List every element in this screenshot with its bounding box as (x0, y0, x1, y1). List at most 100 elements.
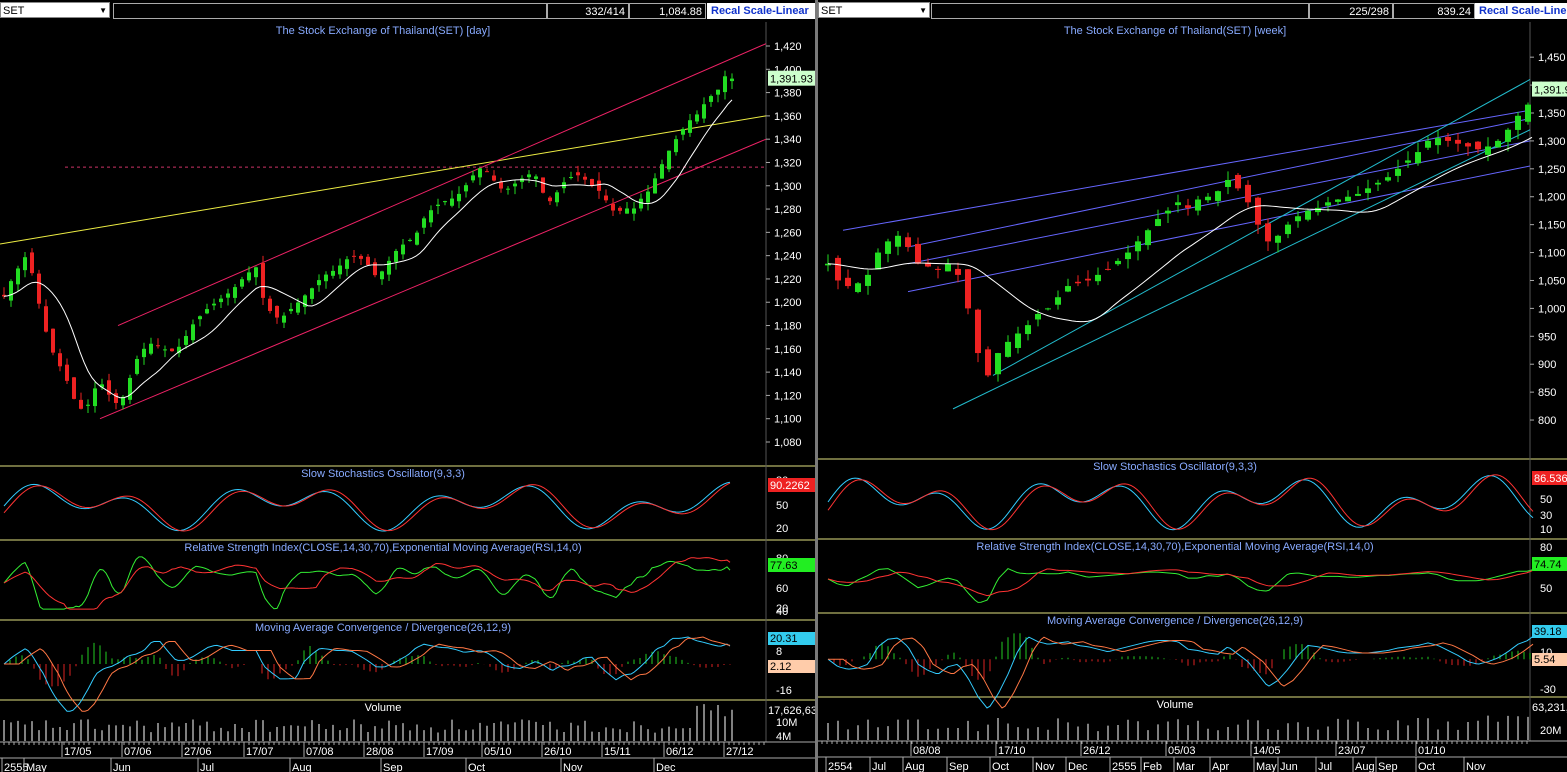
daily-chart-pane[interactable]: SET ▼ 332/414 1,084.88 Recal Scale-Linear… (0, 0, 815, 772)
month-tick-label: Dec (656, 762, 676, 772)
main-chart-title: The Stock Exchange of Thailand(SET) [wee… (1064, 25, 1286, 37)
candle-body (485, 171, 489, 173)
symbol-selector[interactable]: SET ▼ (0, 2, 110, 18)
candle-body (1285, 224, 1291, 235)
stochastic-k-line (827, 475, 1534, 531)
candle-body (1145, 230, 1151, 246)
date-tick-label: 05/10 (484, 746, 512, 758)
rsi-tick-label: 50 (1540, 583, 1552, 595)
candle-body (646, 191, 650, 203)
candle-body (975, 309, 981, 354)
date-tick-label: 26/12 (1083, 745, 1111, 757)
daily-chart-canvas: The Stock Exchange of Thailand(SET) [day… (0, 22, 815, 772)
month-tick-label: Oct (992, 761, 1009, 772)
candle-body (359, 255, 363, 259)
recal-scale-button[interactable]: Recal Scale-Line (1475, 3, 1567, 19)
month-tick-label: Jul (872, 761, 886, 772)
rsi-value-badge (768, 558, 815, 572)
pane-divider[interactable] (815, 0, 818, 772)
volume-tick-label: 20M (1540, 725, 1561, 737)
date-tick-label: 23/07 (1338, 745, 1366, 757)
month-tick-label: Nov (1035, 761, 1055, 772)
stochastic-tick-label: 50 (1540, 494, 1552, 506)
candle-body (1245, 184, 1251, 203)
candle-body (1095, 274, 1101, 282)
trend-line (907, 140, 1531, 265)
candle-body (576, 172, 580, 176)
candle-body (261, 262, 265, 298)
month-tick-label: Oct (468, 762, 485, 772)
month-tick-label: Mar (1176, 761, 1195, 772)
symbol-text: SET (3, 5, 25, 17)
candle-body (1205, 196, 1211, 201)
stochastic-value-badge (768, 478, 815, 492)
candle-body (135, 359, 139, 374)
candle-body (170, 348, 174, 352)
chevron-down-icon[interactable]: ▼ (919, 6, 927, 15)
candle-body (709, 96, 713, 102)
candle-body (345, 259, 349, 269)
candle-body (1495, 140, 1501, 148)
candle-body (317, 280, 321, 286)
candle-body (555, 192, 559, 203)
candle-body (639, 198, 643, 209)
macd-title: Moving Average Convergence / Divergence(… (1047, 615, 1303, 627)
month-tick-label: Aug (1355, 761, 1375, 772)
month-tick-label: Sep (1378, 761, 1398, 772)
weekly-chart-pane[interactable]: SET ▼ 225/298 839.24 Recal Scale-Line The… (818, 0, 1567, 772)
candle-body (282, 315, 286, 323)
candle-body (955, 268, 961, 275)
candle-body (268, 298, 272, 311)
chevron-down-icon[interactable]: ▼ (99, 6, 107, 15)
rsi-value-badge (1532, 557, 1567, 571)
header-blank-field (113, 3, 547, 19)
macd-signal-badge (1532, 653, 1567, 666)
trend-line (907, 165, 1531, 293)
month-tick-label: Sep (949, 761, 969, 772)
candle-body (324, 274, 328, 282)
candle-body (1155, 219, 1161, 227)
candle-body (1265, 223, 1271, 242)
date-tick-label: 17/05 (64, 746, 92, 758)
candle-body (44, 306, 48, 332)
candle-body (1345, 196, 1351, 202)
candle-body (394, 250, 398, 262)
candle-body (905, 237, 911, 247)
macd-value-badge (1532, 625, 1567, 638)
price-tick-label: 1,360 (774, 111, 802, 123)
price-tick-label: 1,380 (774, 88, 802, 100)
candle-body (1425, 140, 1431, 148)
symbol-selector[interactable]: SET ▼ (818, 2, 930, 18)
stochastic-tick-label: 20 (776, 523, 788, 535)
candle-body (632, 208, 636, 214)
date-tick-label: 17/10 (998, 745, 1026, 757)
candle-body (16, 268, 20, 285)
price-tick-label: 1,140 (774, 367, 802, 379)
candle-body (723, 76, 727, 93)
candle-body (205, 309, 209, 314)
candle-body (611, 203, 615, 211)
rsi-title: Relative Strength Index(CLOSE,14,30,70),… (184, 542, 581, 554)
macd-line (3, 636, 731, 712)
month-tick-label: Nov (1466, 761, 1486, 772)
candle-body (303, 295, 307, 307)
candle-body (338, 265, 342, 275)
candle-body (9, 281, 13, 301)
candle-body (100, 384, 104, 388)
candle-body (142, 348, 146, 358)
date-tick-label: 15/11 (604, 746, 631, 758)
date-tick-label: 07/06 (124, 746, 152, 758)
candle-body (1445, 136, 1451, 141)
date-tick-label: 08/08 (913, 745, 941, 757)
trend-line (907, 118, 1531, 248)
candle-body (825, 263, 831, 266)
stochastic-tick-label: 50 (776, 500, 788, 512)
candle-body (1315, 207, 1321, 213)
candle-body (1415, 152, 1421, 164)
candle-body (597, 180, 601, 191)
month-tick-label: Aug (292, 762, 312, 772)
rsi-line (3, 556, 731, 610)
cursor-value: 839.24 (1393, 3, 1475, 19)
recal-scale-button[interactable]: Recal Scale-Linear (707, 3, 815, 19)
price-tick-label: 850 (1538, 387, 1556, 399)
